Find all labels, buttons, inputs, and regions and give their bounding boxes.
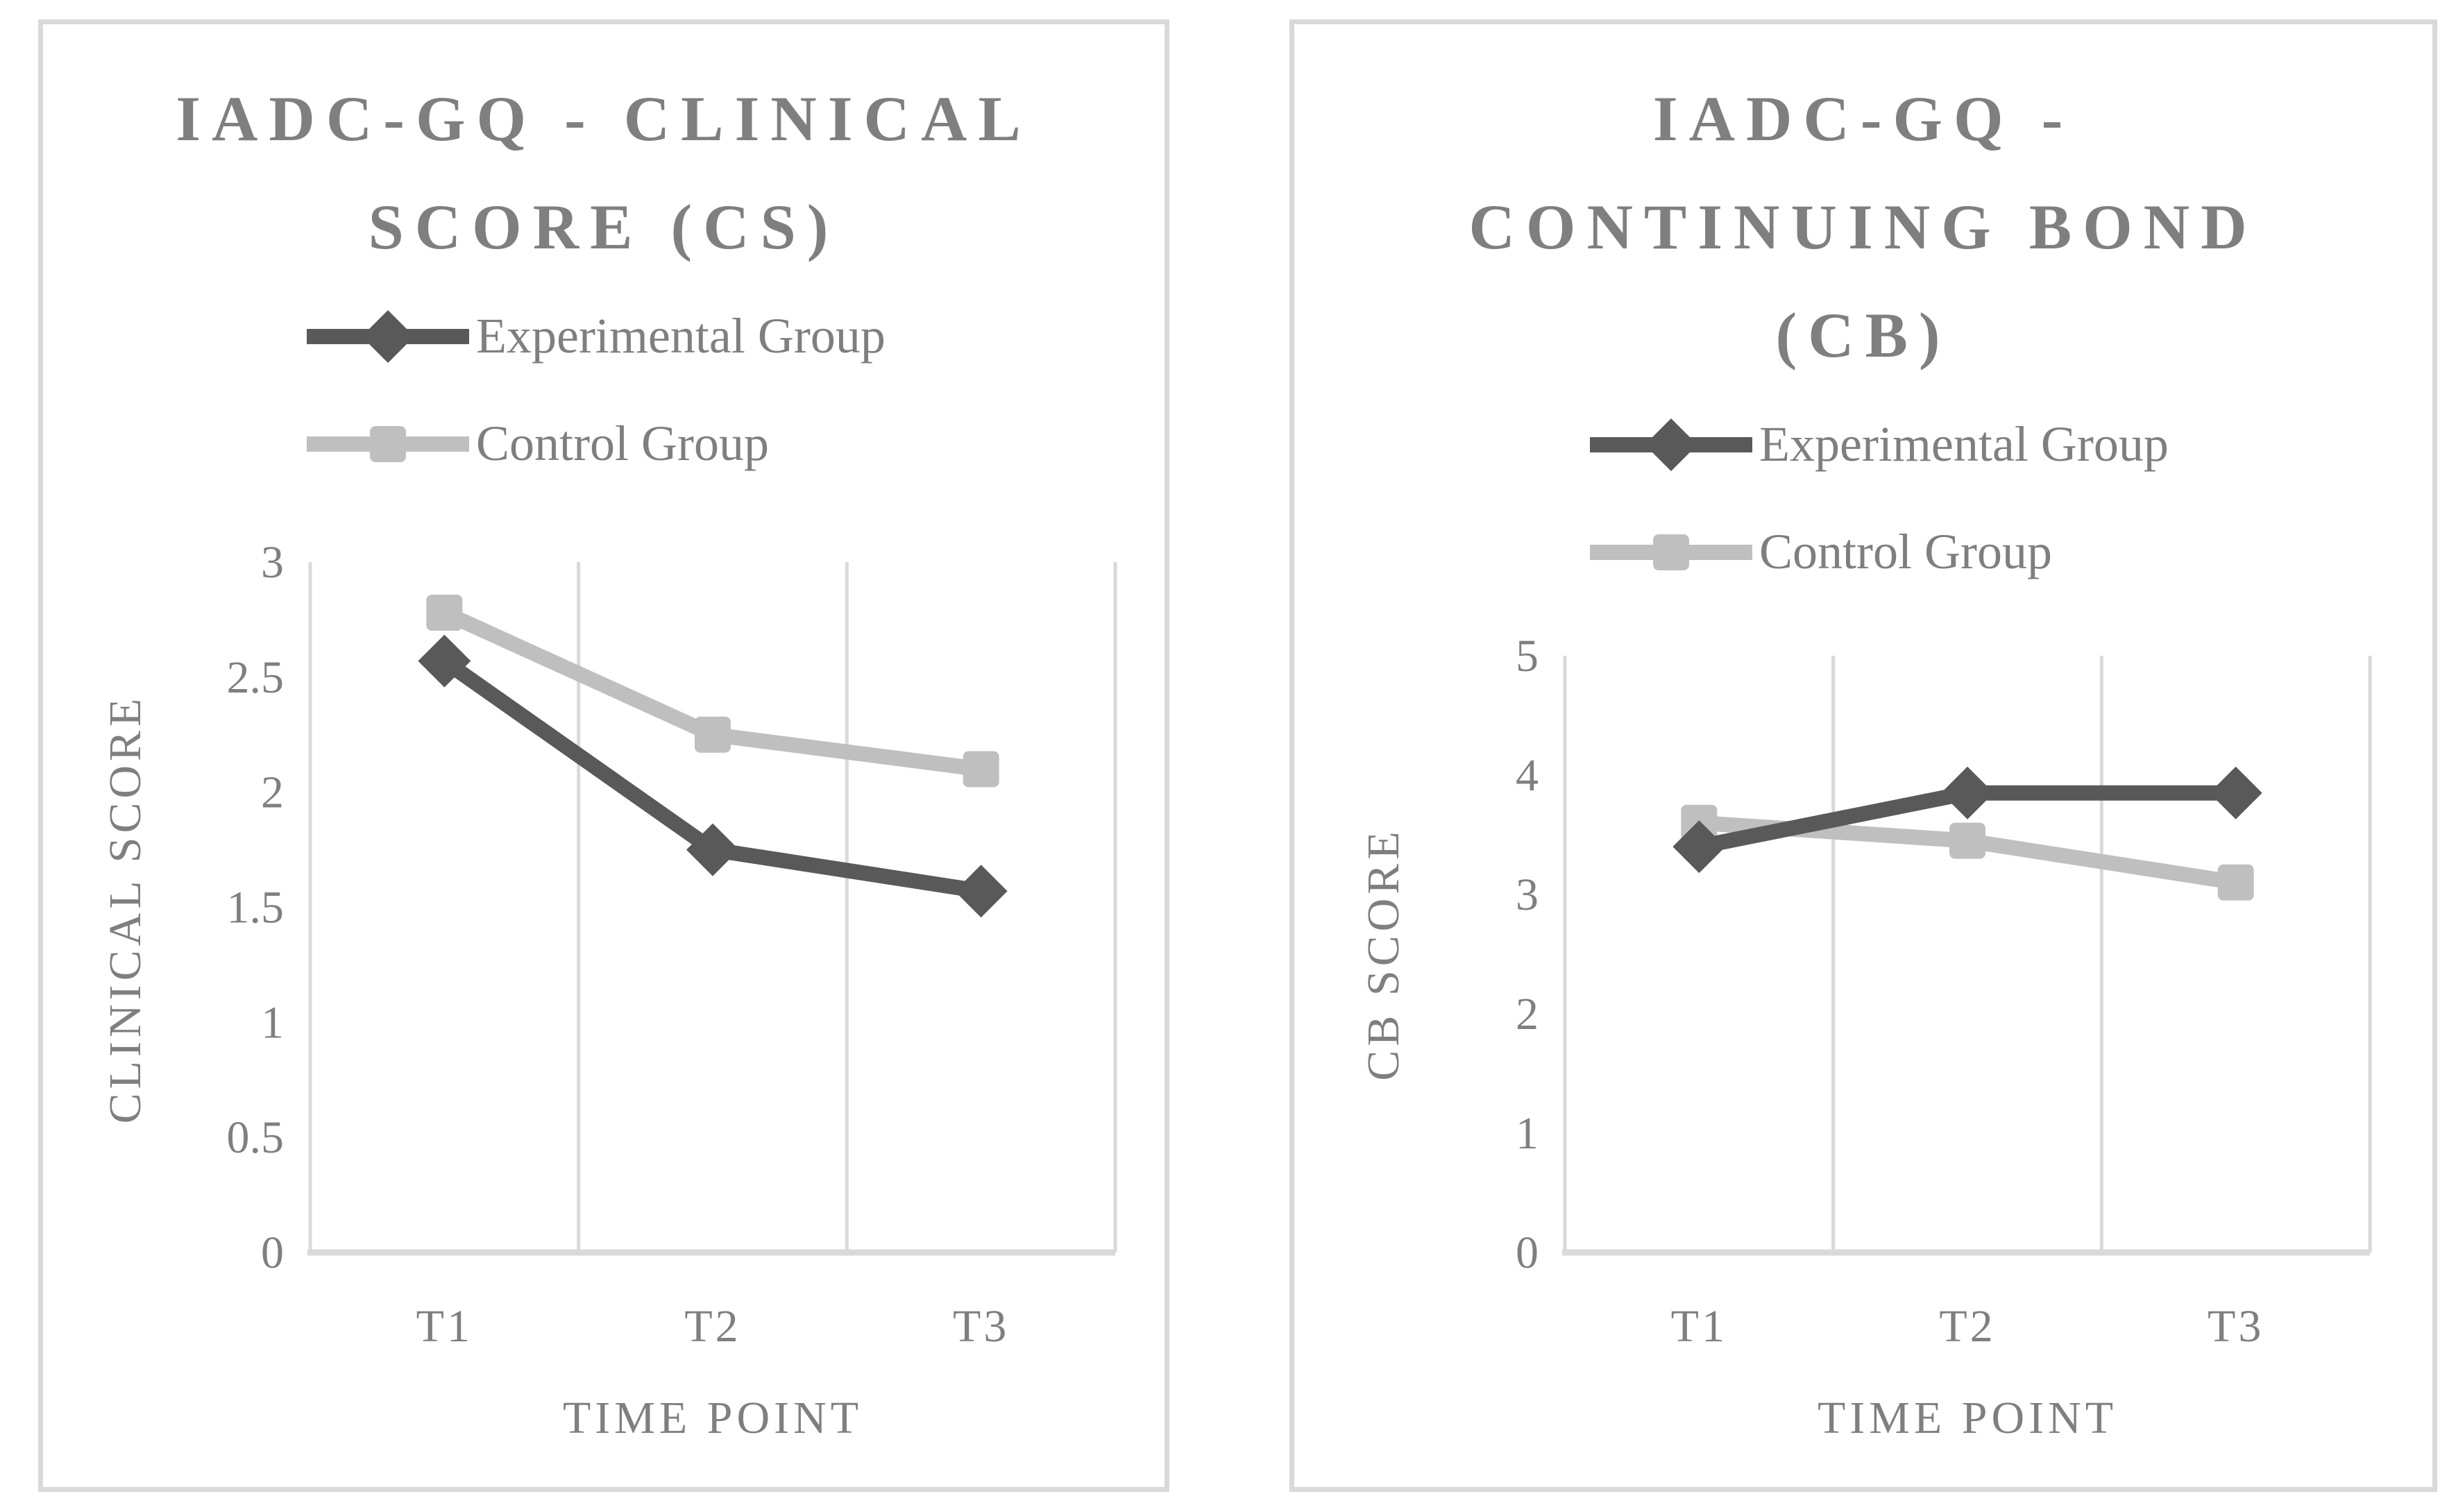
legend-item-control-group: Control Group <box>301 390 886 498</box>
cb-plot-svg: 5 4 3 2 1 0 T1 T2 T3 CB SCORE TIME POINT <box>1358 631 2372 1443</box>
x-tick-label: T2 <box>1939 1301 1995 1352</box>
legend-label-control: Control Group <box>476 416 769 471</box>
y-tick-label: 0.5 <box>227 1112 285 1163</box>
legend-marker-square-icon <box>1590 534 1752 570</box>
x-tick-label: T1 <box>1671 1301 1727 1352</box>
x-tick-label: T1 <box>416 1301 473 1352</box>
x-axis-title-cb: TIME POINT <box>1818 1393 2117 1443</box>
y-tick-label: 2.5 <box>227 652 285 703</box>
y-tick-label: 2 <box>261 767 284 818</box>
series-marker-diamond <box>2209 766 2262 819</box>
cs-plot-svg: 3 2.5 2 1.5 1 0.5 0 T1 T2 T3 CLINICAL SCORE TIME … <box>100 537 1117 1443</box>
y-tick-label: 4 <box>1516 750 1539 801</box>
x-axis-title-cs: TIME POINT <box>563 1393 863 1443</box>
y-tick-label: 0 <box>261 1228 284 1278</box>
legend-label-experimental: Experimental Group <box>476 308 886 364</box>
legend-item-control-group: Control Group <box>1584 498 2169 606</box>
series-marker-diamond <box>954 865 1008 918</box>
series-marker-square <box>370 425 406 462</box>
series-marker-square <box>963 751 999 788</box>
chart-title-line: IADC-GQ - <box>1652 83 2074 154</box>
legend-label-control: Control Group <box>1759 524 2052 579</box>
panel-continuing-bond-chart: IADC-GQ - CONTINUING BOND (CB) Experimenta… <box>1289 19 2437 1492</box>
series-marker-square <box>426 594 463 631</box>
y-tick-label: 3 <box>261 537 284 588</box>
legend-marker-diamond-icon <box>1590 418 1752 471</box>
legend-cs: Experimental Group Control Group <box>301 282 886 498</box>
series-marker-diamond <box>1941 766 1994 819</box>
series-marker-diamond <box>686 823 739 876</box>
x-tick-label: T2 <box>684 1301 740 1352</box>
series-marker-diamond <box>418 634 471 688</box>
y-tick-label: 1.5 <box>227 883 285 933</box>
legend-marker-diamond-icon <box>307 309 469 363</box>
y-tick-label: 3 <box>1516 869 1539 920</box>
chart-title-line: CONTINUING BOND <box>1468 192 2258 262</box>
legend-marker-square-icon <box>307 425 469 462</box>
y-tick-label: 0 <box>1516 1228 1539 1278</box>
legend-cb: Experimental Group Control Group <box>1584 391 2169 606</box>
chart-title-line: IADC-GQ - CLINICAL <box>176 83 1032 154</box>
chart-title-line: (CB) <box>1775 300 1951 371</box>
chart-title-line: SCORE (CS) <box>368 192 840 262</box>
legend-label-experimental: Experimental Group <box>1759 416 2169 472</box>
series-marker-diamond <box>1672 820 1726 874</box>
chart-title-cs: IADC-GQ - CLINICAL SCORE (CS) <box>43 65 1165 281</box>
series-marker-square <box>695 716 731 753</box>
y-tick-label: 1 <box>1516 1108 1539 1159</box>
legend-item-experimental-group: Experimental Group <box>301 282 886 390</box>
series-marker-diamond <box>1645 418 1697 471</box>
chart-title-cb: IADC-GQ - CONTINUING BOND (CB) <box>1294 65 2432 389</box>
series-marker-square <box>1653 534 1689 570</box>
y-axis-title-cb: CB SCORE <box>1358 827 1409 1080</box>
y-tick-label: 1 <box>261 997 284 1048</box>
y-tick-label: 5 <box>1516 631 1539 681</box>
x-tick-label: T3 <box>953 1301 1009 1352</box>
x-tick-label: T3 <box>2208 1301 2264 1352</box>
panel-clinical-score-chart: IADC-GQ - CLINICAL SCORE (CS) Experimenta… <box>38 19 1169 1492</box>
series-marker-square <box>2217 864 2254 901</box>
series-marker-diamond <box>362 309 414 363</box>
legend-item-experimental-group: Experimental Group <box>1584 391 2169 498</box>
y-tick-label: 2 <box>1516 989 1539 1039</box>
y-axis-title-cs: CLINICAL SCORE <box>100 695 151 1124</box>
series-marker-square <box>1949 822 1985 859</box>
